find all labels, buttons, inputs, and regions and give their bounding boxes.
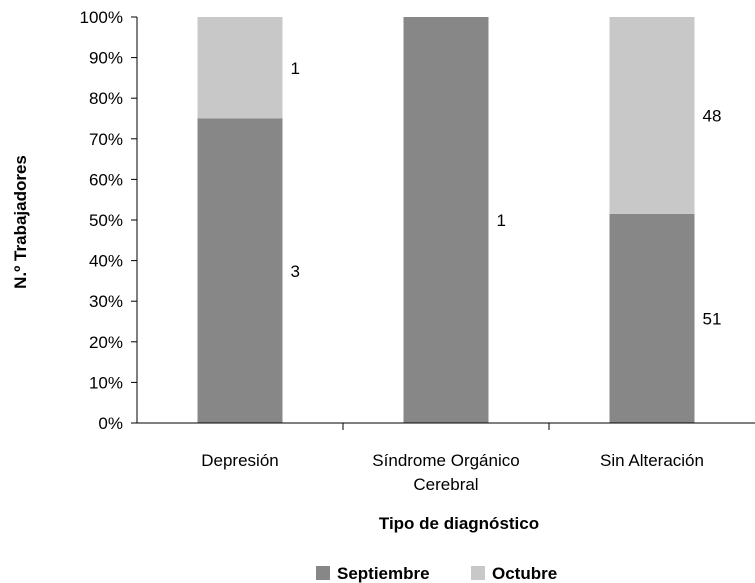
- y-tick-label: 50%: [89, 211, 123, 230]
- x-category-label: Cerebral: [413, 475, 478, 494]
- data-label: 1: [497, 211, 506, 230]
- y-axis: 0% 10% 20% 30% 40% 50% 60% 70% 80% 90% 100%: [80, 8, 138, 433]
- legend-label-octubre: Octubre: [492, 564, 557, 583]
- data-label: 51: [703, 309, 722, 328]
- bar-segment-septiembre: [403, 17, 489, 423]
- y-tick-label: 60%: [89, 170, 123, 189]
- y-tick-label: 30%: [89, 292, 123, 311]
- legend-swatch-septiembre: [316, 566, 330, 580]
- legend: Septiembre Octubre: [316, 564, 557, 583]
- bar-segment-septiembre: [197, 118, 283, 423]
- plot-area: [197, 17, 695, 423]
- data-label: 1: [291, 59, 300, 78]
- y-tick-label: 0%: [98, 414, 123, 433]
- data-label: 48: [703, 106, 722, 125]
- bar-segment-septiembre: [609, 213, 695, 423]
- y-tick-label: 90%: [89, 49, 123, 68]
- y-tick-label: 70%: [89, 130, 123, 149]
- y-axis-title: N.º Trabajadores: [11, 155, 30, 289]
- x-axis: Depresión Síndrome Orgánico Cerebral Sin Al…: [137, 422, 755, 494]
- bar-segment-octubre: [197, 17, 283, 119]
- x-category-label: Depresión: [201, 451, 279, 470]
- y-tick-label: 20%: [89, 333, 123, 352]
- data-labels: 3 1 1 51 48: [291, 59, 722, 329]
- x-axis-title: Tipo de diagnóstico: [379, 514, 539, 533]
- legend-label-septiembre: Septiembre: [337, 564, 430, 583]
- legend-swatch-octubre: [471, 566, 485, 580]
- y-tick-label: 40%: [89, 252, 123, 271]
- x-category-label: Sin Alteración: [600, 451, 704, 470]
- data-label: 3: [291, 262, 300, 281]
- bar-segment-octubre: [609, 17, 695, 214]
- y-tick-label: 100%: [80, 8, 123, 27]
- y-tick-label: 10%: [89, 373, 123, 392]
- y-tick-label: 80%: [89, 89, 123, 108]
- x-category-label: Síndrome Orgánico: [372, 451, 519, 470]
